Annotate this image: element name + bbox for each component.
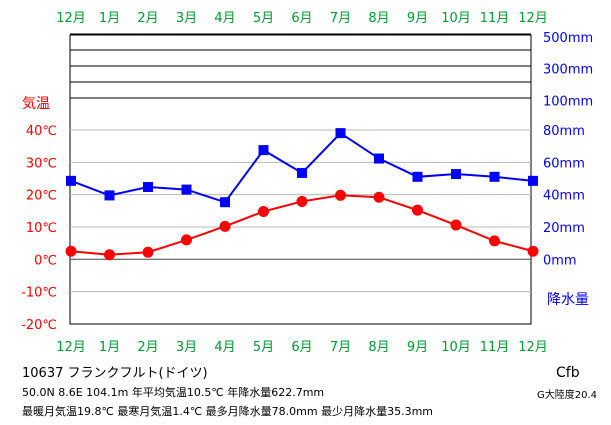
temp-tick-label: 10℃ xyxy=(26,221,57,236)
month-label-bottom: 9月 xyxy=(407,340,428,355)
month-label-bottom: 1月 xyxy=(99,340,120,355)
month-label-top: 8月 xyxy=(368,11,389,26)
month-label-top: 3月 xyxy=(176,11,197,26)
temp-point xyxy=(296,195,308,207)
month-label-top: 10月 xyxy=(441,11,471,26)
precip-point xyxy=(181,184,192,195)
temp-tick-label: 30℃ xyxy=(26,156,57,171)
precip-tick-label: 100mm xyxy=(543,95,593,110)
precip-tick-label: 500mm xyxy=(543,31,593,46)
month-label-top: 5月 xyxy=(253,11,274,26)
temp-tick-label: 0℃ xyxy=(34,253,57,268)
precip-point xyxy=(374,153,384,164)
precip-point xyxy=(258,145,269,156)
month-label-bottom: 2月 xyxy=(137,340,158,355)
month-label-bottom: 11月 xyxy=(480,340,510,355)
temp-point xyxy=(527,245,539,257)
continentality-index: G大陸度20.4 xyxy=(537,390,598,401)
month-label-bottom: 3月 xyxy=(176,340,197,355)
plot-frame xyxy=(69,34,532,325)
precip-point xyxy=(412,171,423,182)
month-label-bottom: 8月 xyxy=(368,340,389,355)
temp-point xyxy=(219,220,231,232)
temp-point xyxy=(258,205,269,217)
station-extremes: 最暖月気温19.8℃ 最寒月気温1.4℃ 最多月降水量78.0mm 最少月降水量… xyxy=(22,405,434,418)
temp-tick-label: -10℃ xyxy=(21,286,57,301)
month-label-top: 6月 xyxy=(291,11,312,26)
month-label-top: 12月 xyxy=(518,11,548,26)
temp-point xyxy=(65,245,77,257)
temp-axis-title: 気温 xyxy=(22,96,50,112)
temp-point xyxy=(104,249,115,261)
month-label-top: 11月 xyxy=(480,11,510,26)
month-label-top: 2月 xyxy=(137,11,158,26)
precip-point xyxy=(66,175,76,186)
precip-tick-label: 0mm xyxy=(543,253,577,268)
precip-tick-label: 300mm xyxy=(543,63,593,78)
temp-tick-label: 20℃ xyxy=(26,189,57,204)
precip-point xyxy=(143,181,153,192)
month-label-top: 1月 xyxy=(99,11,120,26)
month-label-bottom: 4月 xyxy=(214,340,235,355)
precip-tick-label: 60mm xyxy=(543,156,585,171)
month-label-bottom: 12月 xyxy=(56,340,86,355)
temp-point xyxy=(489,235,500,247)
month-label-top: 4月 xyxy=(214,11,235,26)
month-label-top: 12月 xyxy=(56,11,86,26)
month-label-top: 9月 xyxy=(407,11,428,26)
temp-tick-label: -20℃ xyxy=(21,318,57,333)
precip-point xyxy=(335,128,346,139)
precip-point xyxy=(220,197,230,208)
station-details: 50.0N 8.6E 104.1m 年平均気温10.5℃ 年降水量622.7mm xyxy=(22,386,325,399)
precip-tick-label: 40mm xyxy=(543,189,585,204)
precip-axis-title: 降水量 xyxy=(547,292,589,308)
temp-point xyxy=(335,189,346,201)
month-label-bottom: 6月 xyxy=(291,340,312,355)
temp-point xyxy=(181,234,192,246)
precip-tick-label: 80mm xyxy=(543,124,585,139)
precip-point xyxy=(104,190,115,201)
month-label-bottom: 5月 xyxy=(253,340,274,355)
station-name: 10637 フランクフルト(ドイツ) xyxy=(22,366,208,381)
month-label-bottom: 7月 xyxy=(330,340,351,355)
month-label-top: 7月 xyxy=(330,11,351,26)
temp-point xyxy=(450,219,462,231)
temp-point xyxy=(373,191,385,203)
temp-tick-label: 40℃ xyxy=(26,124,57,139)
precip-point xyxy=(528,175,538,186)
precip-line xyxy=(70,131,534,204)
month-label-bottom: 12月 xyxy=(518,340,548,355)
temp-point xyxy=(142,246,154,258)
precip-point xyxy=(297,167,307,178)
climate-class: Cfb xyxy=(556,365,580,381)
temp-point xyxy=(412,204,423,216)
month-label-bottom: 10月 xyxy=(441,340,471,355)
precip-point xyxy=(489,171,500,182)
precip-tick-label: 20mm xyxy=(543,221,585,236)
precip-point xyxy=(451,169,461,180)
